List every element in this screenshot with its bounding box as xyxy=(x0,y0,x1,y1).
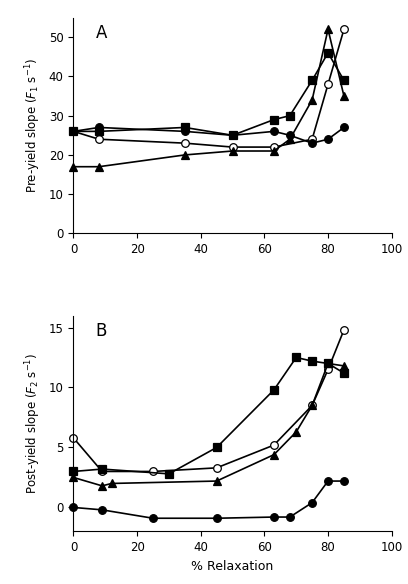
Y-axis label: Pre-yield slope ($F_1$ s$^{-1}$): Pre-yield slope ($F_1$ s$^{-1}$) xyxy=(24,58,43,193)
Y-axis label: Post-yield slope ($F_2$ s$^{-1}$): Post-yield slope ($F_2$ s$^{-1}$) xyxy=(24,353,43,494)
Text: A: A xyxy=(96,24,107,42)
Text: B: B xyxy=(96,322,107,340)
X-axis label: % Relaxation: % Relaxation xyxy=(191,559,274,573)
